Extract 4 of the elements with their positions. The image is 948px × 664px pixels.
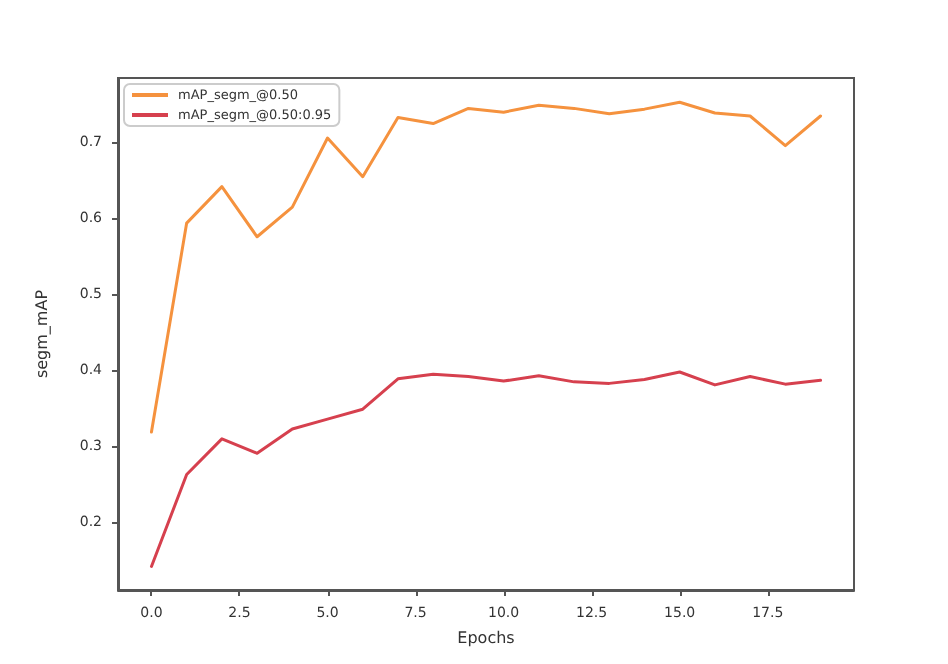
line-series bbox=[149, 100, 823, 434]
y-axis-title: segm_mAP bbox=[33, 289, 51, 379]
x-axis-title: Epochs bbox=[457, 629, 515, 647]
line-series bbox=[149, 370, 823, 568]
